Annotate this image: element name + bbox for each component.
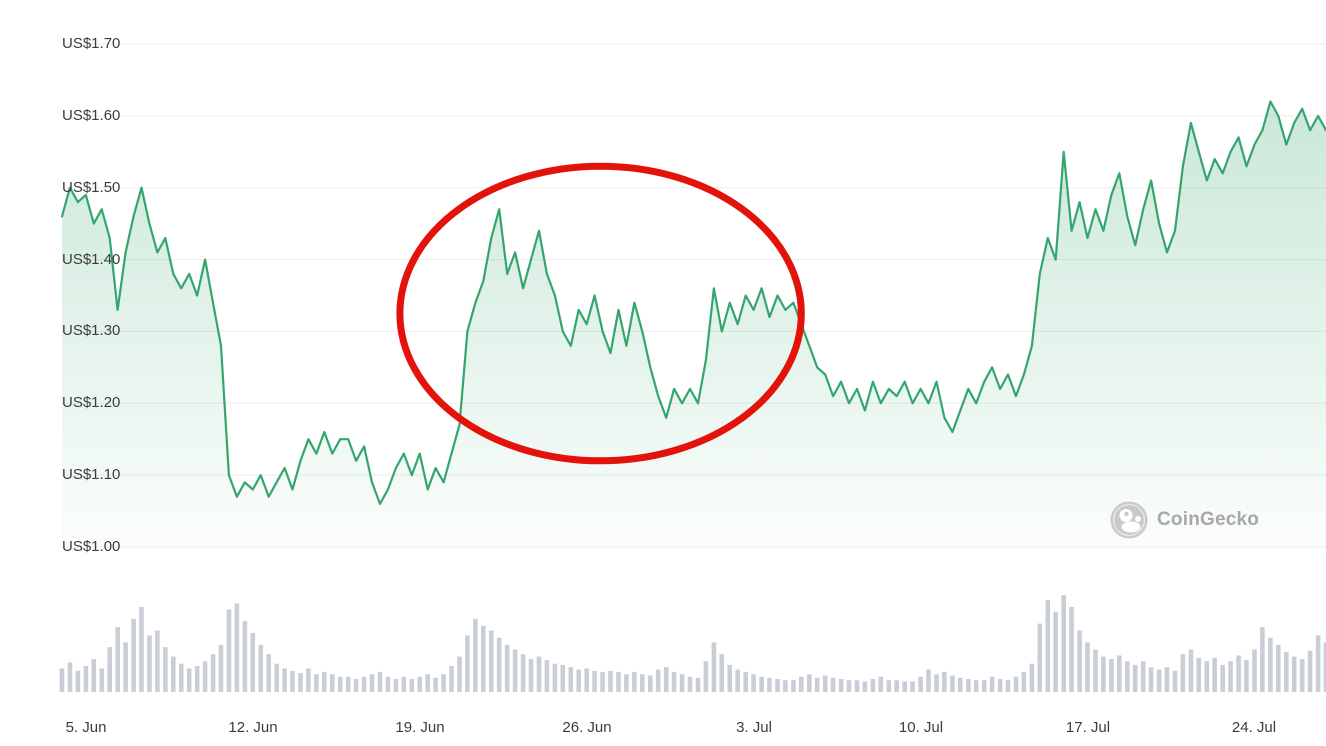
price-line <box>60 100 1326 505</box>
coingecko-watermark: CoinGecko <box>1110 501 1259 539</box>
annotation-ellipse <box>396 162 805 465</box>
coingecko-logo-icon <box>1110 501 1148 539</box>
watermark-label: CoinGecko <box>1157 509 1260 530</box>
price-area <box>62 101 1326 547</box>
volume-bars <box>59 595 1326 692</box>
